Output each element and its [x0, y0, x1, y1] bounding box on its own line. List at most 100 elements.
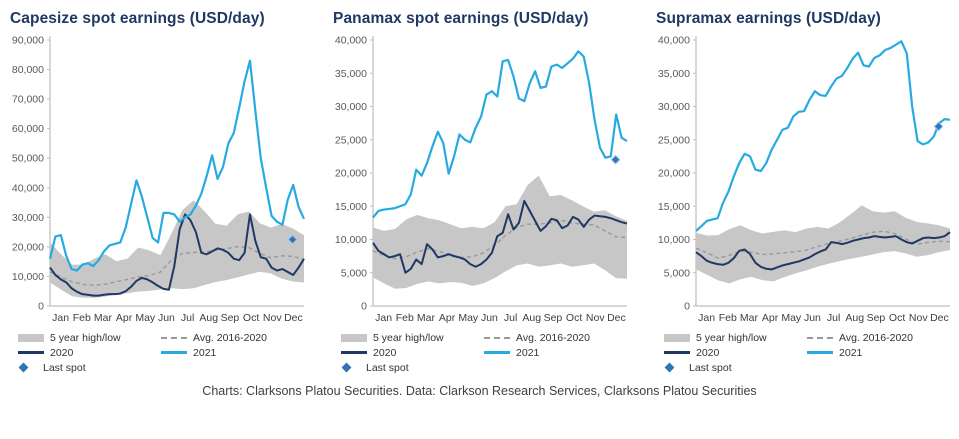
- diamond-icon: [18, 362, 29, 373]
- svg-text:Jun: Jun: [804, 312, 821, 324]
- legend-label: 2021: [839, 346, 863, 359]
- legend-label: Avg. 2016-2020: [193, 331, 267, 344]
- svg-text:May: May: [781, 312, 802, 324]
- charts-row: Capesize spot earnings (USD/day) 0 10,000…: [4, 6, 959, 375]
- svg-text:Apr: Apr: [762, 312, 779, 324]
- legend-item-band: 5 year high/low: [341, 332, 484, 344]
- legend-label: Last spot: [366, 361, 409, 374]
- svg-text:Nov: Nov: [909, 312, 928, 324]
- svg-text:Jun: Jun: [158, 312, 175, 324]
- legend-capesize: 5 year high/low Avg. 2016-2020 2020 2021…: [18, 330, 293, 375]
- legend-supramax: 5 year high/low Avg. 2016-2020 2020 2021…: [664, 330, 939, 375]
- legend-item-2021: 2021: [161, 347, 293, 359]
- svg-text:Sep: Sep: [544, 312, 563, 324]
- svg-text:40,000: 40,000: [12, 182, 44, 194]
- svg-text:15,000: 15,000: [658, 201, 690, 213]
- legend-item-band: 5 year high/low: [664, 332, 807, 344]
- diamond-icon: [341, 362, 352, 373]
- dashed-avg-swatch-icon: [807, 336, 834, 339]
- dashed-avg-swatch-icon: [161, 336, 188, 339]
- svg-text:0: 0: [684, 301, 690, 313]
- svg-text:Dec: Dec: [930, 312, 949, 324]
- svg-text:Aug: Aug: [845, 312, 864, 324]
- legend-item-last-spot: Last spot: [341, 362, 484, 374]
- legend-label: Avg. 2016-2020: [516, 331, 590, 344]
- svg-text:20,000: 20,000: [335, 168, 367, 180]
- line-2021-swatch-icon: [161, 351, 188, 354]
- svg-text:Nov: Nov: [263, 312, 282, 324]
- legend-label: 2020: [696, 346, 720, 359]
- svg-text:Jul: Jul: [827, 312, 840, 324]
- chart-title-panamax: Panamax spot earnings (USD/day): [333, 10, 589, 27]
- svg-text:0: 0: [361, 301, 367, 313]
- legend-item-2020: 2020: [341, 347, 484, 359]
- band-swatch-icon: [18, 333, 44, 342]
- svg-text:Nov: Nov: [586, 312, 605, 324]
- legend-label: 2021: [193, 346, 217, 359]
- svg-text:Aug: Aug: [522, 312, 541, 324]
- line-2020-swatch-icon: [664, 351, 690, 354]
- supramax-chart: 0 5,000 10,000 15,000 20,000 25,000 30,000 35,0…: [658, 35, 951, 324]
- legend-item-avg: Avg. 2016-2020: [161, 332, 293, 344]
- svg-text:30,000: 30,000: [658, 101, 690, 113]
- band-swatch-icon: [664, 333, 690, 342]
- svg-text:5,000: 5,000: [341, 267, 367, 279]
- svg-text:30,000: 30,000: [335, 101, 367, 113]
- line-2021-swatch-icon: [807, 351, 834, 354]
- legend-label: 2020: [50, 346, 74, 359]
- svg-text:Mar: Mar: [417, 312, 436, 324]
- chart-title-supramax: Supramax earnings (USD/day): [656, 10, 881, 27]
- svg-text:50,000: 50,000: [12, 153, 44, 165]
- svg-text:5,000: 5,000: [664, 267, 690, 279]
- svg-text:Sep: Sep: [867, 312, 886, 324]
- svg-text:Mar: Mar: [94, 312, 113, 324]
- svg-text:10,000: 10,000: [658, 234, 690, 246]
- svg-text:May: May: [458, 312, 479, 324]
- svg-text:Feb: Feb: [73, 312, 91, 324]
- band-swatch-icon: [341, 333, 367, 342]
- legend-panamax: 5 year high/low Avg. 2016-2020 2020 2021…: [341, 330, 616, 375]
- legend-label: 2020: [373, 346, 397, 359]
- line-2021-swatch-icon: [484, 351, 511, 354]
- legend-item-last-spot: Last spot: [18, 362, 161, 374]
- svg-text:25,000: 25,000: [658, 134, 690, 146]
- svg-text:80,000: 80,000: [12, 64, 44, 76]
- svg-text:Apr: Apr: [116, 312, 133, 324]
- svg-text:Dec: Dec: [284, 312, 303, 324]
- svg-text:90,000: 90,000: [12, 35, 44, 47]
- legend-item-2021: 2021: [807, 347, 939, 359]
- svg-text:15,000: 15,000: [335, 201, 367, 213]
- svg-text:0: 0: [38, 301, 44, 313]
- svg-text:Oct: Oct: [243, 312, 259, 324]
- legend-label: Last spot: [689, 361, 732, 374]
- legend-item-last-spot: Last spot: [664, 362, 807, 374]
- legend-label: Avg. 2016-2020: [839, 331, 913, 344]
- svg-text:20,000: 20,000: [12, 241, 44, 253]
- svg-text:60,000: 60,000: [12, 123, 44, 135]
- svg-text:35,000: 35,000: [658, 68, 690, 80]
- svg-text:25,000: 25,000: [335, 134, 367, 146]
- svg-text:May: May: [135, 312, 156, 324]
- svg-text:20,000: 20,000: [658, 168, 690, 180]
- svg-text:70,000: 70,000: [12, 94, 44, 106]
- svg-text:Mar: Mar: [740, 312, 759, 324]
- legend-item-avg: Avg. 2016-2020: [484, 332, 616, 344]
- legend-item-2020: 2020: [18, 347, 161, 359]
- svg-text:Jan: Jan: [375, 312, 392, 324]
- svg-text:35,000: 35,000: [335, 68, 367, 80]
- svg-text:10,000: 10,000: [12, 271, 44, 283]
- chart-title-capesize: Capesize spot earnings (USD/day): [10, 10, 265, 27]
- chart-panel-supramax: Supramax earnings (USD/day) 0 5,000 10,000…: [650, 6, 959, 375]
- chart-panel-capesize: Capesize spot earnings (USD/day) 0 10,000…: [4, 6, 317, 375]
- svg-text:Jun: Jun: [481, 312, 498, 324]
- legend-label: 5 year high/low: [696, 331, 767, 344]
- svg-text:Jan: Jan: [698, 312, 715, 324]
- svg-text:Feb: Feb: [396, 312, 414, 324]
- legend-label: 2021: [516, 346, 540, 359]
- svg-text:Aug: Aug: [199, 312, 218, 324]
- svg-text:Apr: Apr: [439, 312, 456, 324]
- svg-text:Oct: Oct: [889, 312, 905, 324]
- legend-label: 5 year high/low: [50, 331, 121, 344]
- svg-text:Oct: Oct: [566, 312, 582, 324]
- panamax-chart: 0 5,000 10,000 15,000 20,000 25,000 30,000 35,0…: [335, 35, 628, 324]
